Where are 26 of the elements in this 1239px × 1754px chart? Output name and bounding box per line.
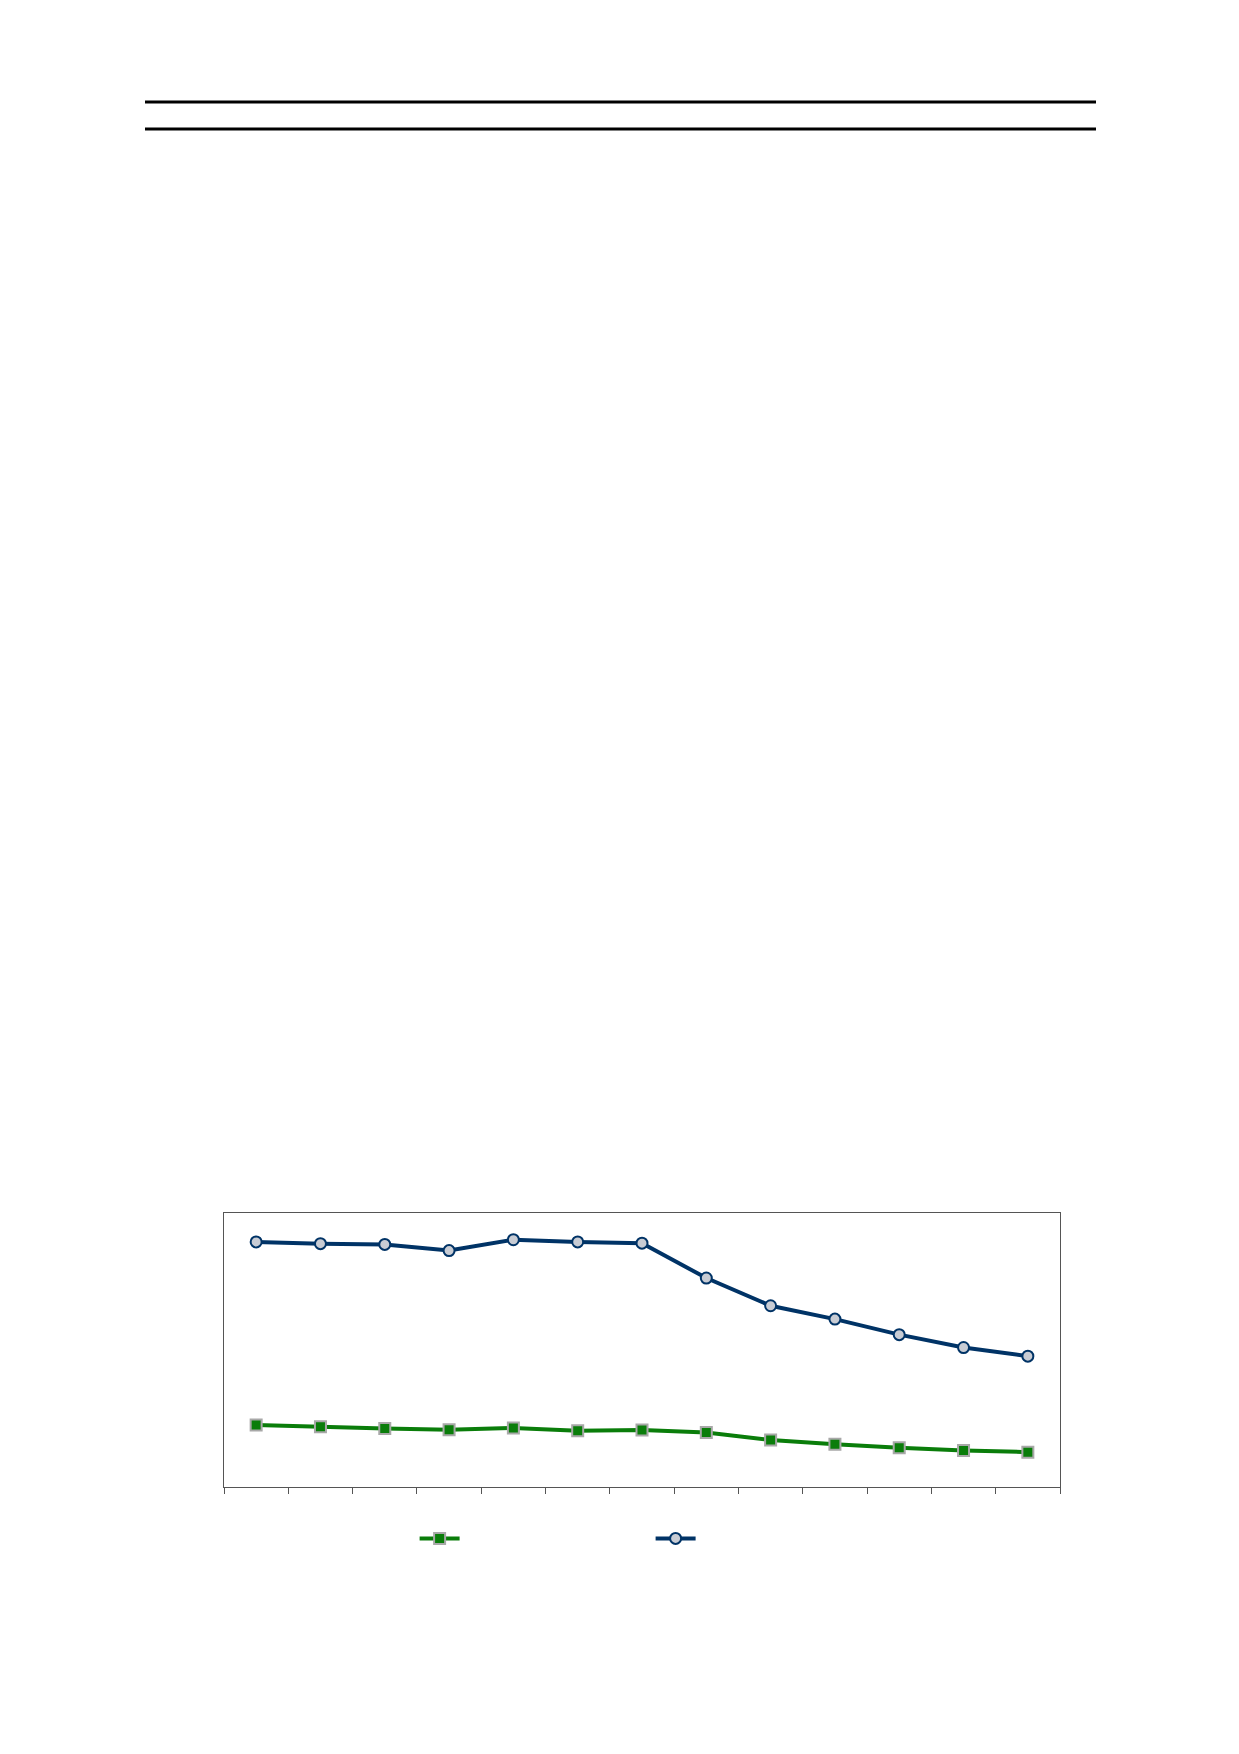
point [764, 1433, 778, 1447]
point [892, 1441, 906, 1455]
point [828, 1437, 842, 1451]
point [442, 1423, 456, 1437]
point [1021, 1445, 1035, 1459]
point [764, 1299, 778, 1313]
point [635, 1236, 649, 1250]
point [378, 1237, 392, 1251]
point [249, 1235, 263, 1249]
point [699, 1271, 713, 1285]
point [957, 1341, 971, 1355]
point [957, 1443, 971, 1457]
point [506, 1233, 520, 1247]
point [506, 1421, 520, 1435]
point [249, 1418, 263, 1432]
point [571, 1235, 585, 1249]
point [699, 1426, 713, 1440]
point [313, 1237, 327, 1251]
point [442, 1244, 456, 1258]
point [892, 1328, 906, 1342]
point [378, 1421, 392, 1435]
point [313, 1420, 327, 1434]
point [828, 1312, 842, 1326]
point [1021, 1349, 1035, 1363]
point [635, 1423, 649, 1437]
point [571, 1424, 585, 1438]
